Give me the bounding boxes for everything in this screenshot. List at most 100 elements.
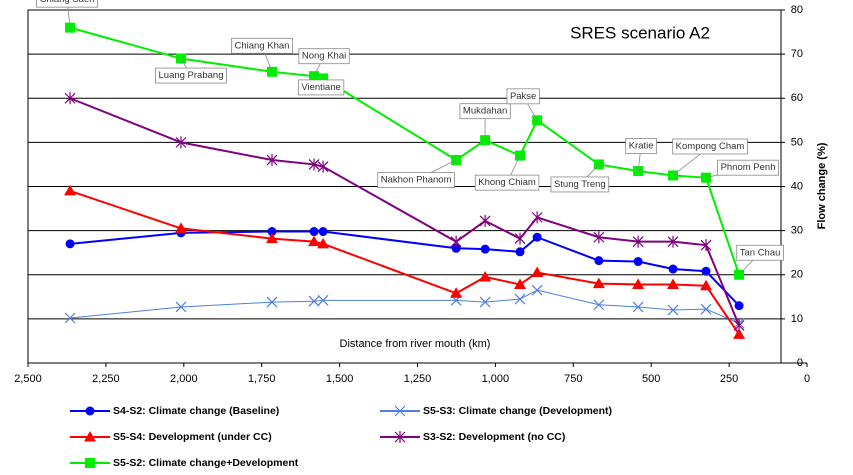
annotation-box [377, 172, 456, 188]
series-line [69, 189, 740, 335]
marker [317, 237, 330, 249]
marker [266, 154, 278, 167]
marker [701, 266, 711, 276]
annotation: Kratie [629, 141, 654, 152]
x-tick-label: 2,250 [92, 373, 120, 385]
annotation-box [231, 37, 293, 54]
annotation-box [736, 244, 784, 261]
annotation-box [155, 67, 227, 84]
x-tick-label: 2,500 [14, 373, 42, 385]
series-line [69, 97, 740, 326]
marker [174, 222, 187, 233]
marker [532, 232, 542, 242]
series-line [70, 289, 740, 324]
legend-label: S3-S2: Development (no CC) [423, 431, 565, 443]
marker [85, 406, 95, 416]
marker [531, 211, 543, 224]
series-line [69, 230, 740, 307]
y-tick-label: 80 [791, 4, 803, 16]
annotation: Vientiane [301, 82, 340, 93]
marker [594, 256, 604, 266]
marker [309, 227, 319, 237]
marker [593, 299, 605, 311]
marker [479, 296, 491, 308]
y-tick-label: 30 [791, 225, 803, 237]
annotation-box [297, 79, 345, 96]
marker [531, 266, 544, 278]
x-tick-label: 500 [642, 373, 660, 385]
marker [632, 235, 644, 248]
marker [450, 235, 462, 248]
marker [667, 235, 679, 248]
annotation: Khong Chiam [478, 177, 536, 188]
marker [632, 301, 644, 313]
marker [64, 92, 76, 105]
annotation: Stung Treng [554, 179, 606, 190]
marker [318, 227, 328, 237]
series-line [69, 26, 741, 276]
annotation-box [459, 103, 511, 120]
marker [514, 232, 526, 245]
x-tick-label: 1,000 [482, 373, 510, 385]
x-tick-label: 1,500 [326, 373, 354, 385]
x-tick-label: 250 [720, 373, 738, 385]
marker [308, 235, 321, 247]
marker [451, 243, 461, 253]
marker [514, 278, 527, 289]
annotation: Tan Chau [740, 247, 781, 258]
marker [734, 301, 744, 311]
annotation-box [298, 48, 350, 65]
x-tick-label: 750 [564, 373, 582, 385]
marker [667, 304, 679, 316]
annotation-box [717, 159, 779, 176]
marker [85, 458, 95, 468]
annotation: Mukdahan [463, 106, 507, 117]
marker [308, 295, 320, 307]
marker [667, 278, 680, 289]
marker [84, 431, 96, 442]
annotation: Nakhon Phanom [381, 175, 452, 186]
y-tick-label: 10 [791, 313, 803, 325]
annotation-box [36, 0, 98, 8]
y-tick-label: 20 [791, 269, 803, 281]
annotation-box [506, 88, 540, 105]
marker [700, 239, 712, 252]
y-tick-label: 60 [791, 92, 803, 104]
marker [450, 287, 463, 298]
marker [514, 293, 526, 305]
annotation: Nong Khai [302, 51, 346, 62]
marker [531, 284, 543, 296]
annotation-box [672, 138, 748, 155]
marker [733, 319, 745, 332]
marker [308, 158, 320, 171]
annotation-box [474, 174, 540, 191]
marker [733, 328, 746, 339]
marker [317, 294, 329, 306]
legend-label: S4-S2: Climate change (Baseline) [113, 405, 279, 417]
legend-label: S5-S4: Development (under CC) [113, 431, 272, 443]
marker [700, 303, 712, 315]
marker [479, 214, 491, 227]
annotation: Chiang Khan [235, 40, 290, 51]
legend-label: S5-S3: Climate change (Development) [423, 405, 612, 417]
marker [175, 301, 187, 313]
y-tick-label: 70 [791, 48, 803, 60]
marker [65, 239, 75, 249]
marker [175, 136, 187, 149]
x-tick-label: 1,750 [248, 373, 276, 385]
chart-title: SRES scenario A2 [570, 23, 710, 42]
x-tick-label: 1,250 [404, 373, 432, 385]
marker [394, 405, 406, 417]
marker [668, 264, 678, 274]
marker [265, 232, 278, 244]
marker [317, 160, 329, 173]
x-tick-label: 2,000 [170, 373, 198, 385]
marker [592, 277, 605, 289]
marker [633, 257, 643, 267]
annotation-box [550, 176, 610, 193]
marker [480, 244, 490, 254]
x-tick-label: 0 [804, 373, 810, 385]
annotation: Phnom Penh [721, 162, 776, 173]
marker [593, 231, 605, 244]
